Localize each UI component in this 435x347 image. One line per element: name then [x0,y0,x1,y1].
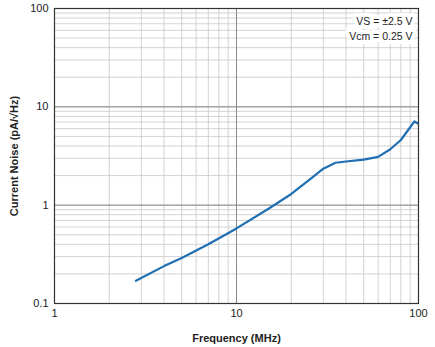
svg-text:Current Noise (pA/√Hz): Current Noise (pA/√Hz) [8,96,20,217]
svg-text:100: 100 [409,307,427,319]
svg-text:10: 10 [230,307,242,319]
svg-text:1: 1 [51,307,57,319]
svg-text:100: 100 [30,2,48,14]
svg-text:Frequency (MHz): Frequency (MHz) [192,332,281,344]
svg-text:VS = ±2.5 VVcm = 0.25 V: VS = ±2.5 VVcm = 0.25 V [349,15,412,42]
svg-text:0.1: 0.1 [33,297,48,309]
svg-text:10: 10 [36,100,48,112]
svg-text:1: 1 [42,199,48,211]
